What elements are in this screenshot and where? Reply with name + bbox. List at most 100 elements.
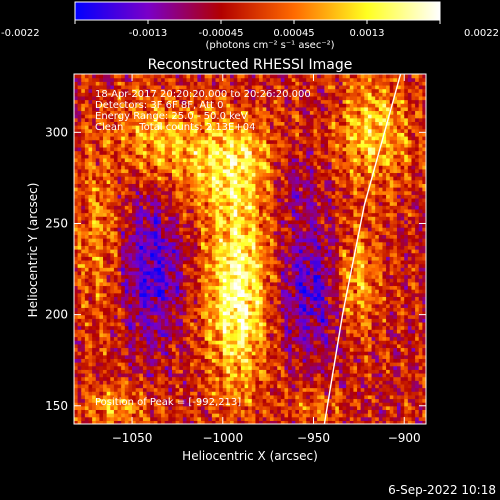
heatmap-cell	[84, 259, 90, 265]
heatmap-cell	[219, 296, 224, 301]
heatmap-cell	[77, 168, 82, 174]
heatmap-cell	[74, 303, 79, 308]
heatmap-cell	[124, 310, 130, 316]
heatmap-cell	[237, 74, 242, 79]
heatmap-cell	[77, 223, 82, 228]
heatmap-cell	[251, 380, 257, 385]
heatmap-cell	[81, 267, 86, 272]
heatmap-cell	[226, 405, 231, 411]
heatmap-cell	[142, 274, 148, 279]
heatmap-cell	[157, 132, 162, 137]
heatmap-cell	[201, 128, 206, 133]
heatmap-cell	[179, 249, 184, 254]
heatmap-cell	[135, 176, 140, 181]
heatmap-cell	[142, 201, 148, 206]
heatmap-cell	[171, 121, 177, 126]
heatmap-cell	[99, 391, 104, 396]
heatmap-cell	[128, 230, 133, 236]
heatmap-cell	[146, 201, 151, 206]
heatmap-cell	[124, 307, 130, 312]
heatmap-cell	[77, 121, 82, 126]
heatmap-cell	[230, 336, 235, 341]
heatmap-cell	[135, 190, 140, 195]
heatmap-cell	[208, 230, 213, 236]
heatmap-cell	[248, 307, 253, 312]
heatmap-cell	[219, 146, 224, 152]
heatmap-cell	[255, 281, 260, 287]
heatmap-cell	[248, 172, 253, 177]
heatmap-cell	[204, 314, 209, 319]
heatmap-cell	[244, 314, 249, 319]
heatmap-cell	[113, 340, 119, 345]
heatmap-cell	[106, 187, 111, 192]
heatmap-cell	[99, 289, 104, 294]
heatmap-cell	[215, 77, 220, 82]
heatmap-cell	[146, 139, 151, 144]
heatmap-cell	[110, 132, 115, 137]
heatmap-cell	[106, 114, 111, 119]
heatmap-cell	[259, 150, 264, 155]
heatmap-cell	[146, 219, 151, 225]
heatmap-cell	[88, 190, 93, 195]
heatmap-cell	[201, 95, 206, 101]
heatmap-cell	[182, 300, 188, 305]
heatmap-cell	[197, 88, 202, 93]
heatmap-cell	[237, 325, 242, 330]
heatmap-cell	[74, 398, 79, 403]
heatmap-cell	[128, 179, 133, 184]
heatmap-cell	[190, 314, 195, 319]
heatmap-cell	[237, 307, 242, 312]
heatmap-cell	[135, 161, 140, 166]
heatmap-cell	[121, 176, 126, 181]
heatmap-cell	[92, 402, 97, 407]
heatmap-cell	[88, 274, 93, 279]
heatmap-cell	[219, 77, 224, 82]
heatmap-cell	[164, 303, 169, 308]
heatmap-cell	[240, 168, 246, 174]
heatmap-cell	[233, 383, 238, 389]
heatmap-cell	[135, 329, 140, 334]
heatmap-cell	[135, 227, 140, 232]
heatmap-cell	[117, 157, 122, 163]
heatmap-cell	[230, 285, 235, 290]
heatmap-cell	[106, 332, 111, 338]
heatmap-cell	[135, 394, 140, 400]
heatmap-cell	[171, 369, 177, 374]
heatmap-cell	[215, 362, 220, 367]
heatmap-cell	[182, 310, 188, 316]
heatmap-cell	[233, 230, 238, 236]
heatmap-cell	[230, 307, 235, 312]
heatmap-cell	[139, 172, 144, 177]
heatmap-cell	[259, 157, 264, 163]
heatmap-cell	[201, 74, 206, 79]
heatmap-cell	[190, 146, 195, 152]
heatmap-cell	[255, 383, 260, 389]
heatmap-cell	[139, 216, 144, 221]
heatmap-cell	[88, 310, 93, 316]
heatmap-cell	[175, 81, 180, 86]
heatmap-cell	[135, 135, 140, 141]
heatmap-cell	[74, 376, 79, 381]
heatmap-cell	[74, 230, 79, 236]
heatmap-cell	[182, 292, 188, 297]
heatmap-cell	[197, 92, 202, 97]
heatmap-cell	[110, 125, 115, 130]
heatmap-cell	[237, 106, 242, 112]
heatmap-cell	[161, 81, 166, 86]
heatmap-cell	[204, 165, 209, 170]
heatmap-cell	[132, 274, 137, 279]
heatmap-cell	[92, 194, 97, 199]
heatmap-cell	[113, 201, 119, 206]
heatmap-cell	[161, 332, 166, 338]
heatmap-cell	[146, 259, 151, 265]
heatmap-cell	[251, 88, 257, 93]
heatmap-cell	[74, 84, 79, 90]
heatmap-cell	[208, 281, 213, 287]
heatmap-cell	[230, 106, 235, 112]
heatmap-cell	[153, 362, 159, 367]
heatmap-cell	[142, 413, 148, 418]
heatmap-cell	[215, 274, 220, 279]
heatmap-cell	[171, 143, 177, 148]
heatmap-cell	[190, 402, 195, 407]
heatmap-cell	[95, 161, 100, 166]
